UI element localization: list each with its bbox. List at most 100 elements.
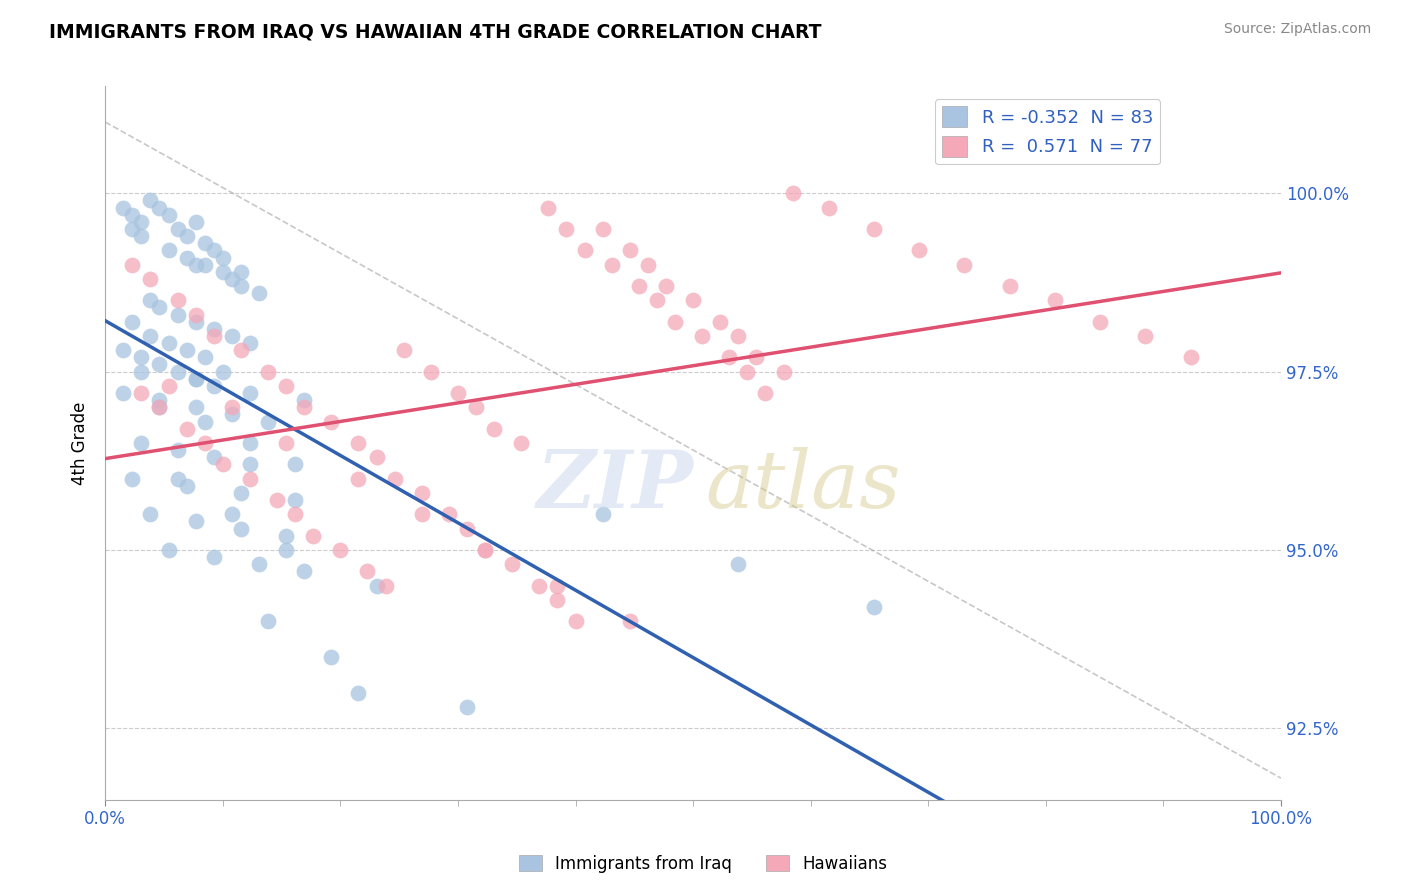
Point	[292, 393, 315, 408]
Point	[176, 251, 198, 265]
Point	[166, 293, 188, 308]
Point	[953, 258, 976, 272]
Point	[176, 343, 198, 358]
Point	[148, 358, 170, 372]
Point	[202, 450, 225, 465]
Point	[718, 351, 741, 365]
Point	[257, 365, 280, 379]
Point	[229, 522, 252, 536]
Point	[112, 386, 135, 401]
Point	[592, 222, 614, 236]
Point	[211, 365, 233, 379]
Point	[619, 614, 641, 628]
Point	[121, 315, 143, 329]
Point	[221, 329, 243, 343]
Point	[139, 293, 162, 308]
Point	[229, 343, 252, 358]
Point	[690, 329, 713, 343]
Point	[257, 415, 280, 429]
Point	[366, 578, 388, 592]
Point	[366, 450, 388, 465]
Point	[157, 379, 180, 393]
Point	[510, 436, 533, 450]
Point	[321, 415, 343, 429]
Point	[754, 386, 776, 401]
Point	[229, 279, 252, 293]
Point	[411, 486, 433, 500]
Point	[682, 293, 704, 308]
Point	[211, 251, 233, 265]
Point	[211, 458, 233, 472]
Point	[347, 685, 370, 699]
Point	[166, 365, 188, 379]
Point	[239, 472, 262, 486]
Legend: R = -0.352  N = 83, R =  0.571  N = 77: R = -0.352 N = 83, R = 0.571 N = 77	[935, 99, 1160, 164]
Point	[247, 286, 270, 301]
Point	[239, 436, 262, 450]
Point	[529, 578, 551, 592]
Point	[546, 578, 568, 592]
Point	[176, 422, 198, 436]
Point	[247, 557, 270, 571]
Text: Source: ZipAtlas.com: Source: ZipAtlas.com	[1223, 22, 1371, 37]
Point	[645, 293, 668, 308]
Point	[194, 436, 217, 450]
Point	[184, 258, 207, 272]
Point	[274, 379, 297, 393]
Point	[474, 542, 496, 557]
Point	[727, 557, 749, 571]
Point	[184, 372, 207, 386]
Point	[356, 564, 378, 578]
Point	[229, 486, 252, 500]
Point	[447, 386, 470, 401]
Point	[1088, 315, 1111, 329]
Point	[139, 272, 162, 286]
Point	[157, 244, 180, 258]
Point	[274, 542, 297, 557]
Point	[419, 365, 441, 379]
Point	[139, 329, 162, 343]
Point	[727, 329, 749, 343]
Point	[202, 322, 225, 336]
Point	[194, 236, 217, 251]
Point	[194, 351, 217, 365]
Point	[302, 529, 325, 543]
Point	[655, 279, 678, 293]
Point	[121, 222, 143, 236]
Point	[202, 244, 225, 258]
Point	[600, 258, 623, 272]
Point	[148, 401, 170, 415]
Point	[329, 542, 352, 557]
Point	[239, 336, 262, 351]
Point	[157, 336, 180, 351]
Point	[131, 229, 153, 244]
Point	[274, 529, 297, 543]
Point	[482, 422, 505, 436]
Point	[131, 386, 153, 401]
Point	[139, 194, 162, 208]
Point	[411, 508, 433, 522]
Point	[221, 508, 243, 522]
Point	[257, 614, 280, 628]
Point	[537, 201, 560, 215]
Point	[456, 699, 478, 714]
Point	[592, 508, 614, 522]
Point	[131, 215, 153, 229]
Point	[292, 401, 315, 415]
Point	[148, 301, 170, 315]
Point	[437, 508, 460, 522]
Point	[239, 458, 262, 472]
Point	[1043, 293, 1066, 308]
Point	[221, 401, 243, 415]
Point	[1180, 351, 1202, 365]
Point	[148, 201, 170, 215]
Point	[347, 472, 370, 486]
Point	[202, 549, 225, 564]
Point	[157, 542, 180, 557]
Point	[292, 564, 315, 578]
Point	[131, 351, 153, 365]
Y-axis label: 4th Grade: 4th Grade	[72, 401, 89, 484]
Point	[374, 578, 396, 592]
Point	[202, 379, 225, 393]
Point	[284, 458, 307, 472]
